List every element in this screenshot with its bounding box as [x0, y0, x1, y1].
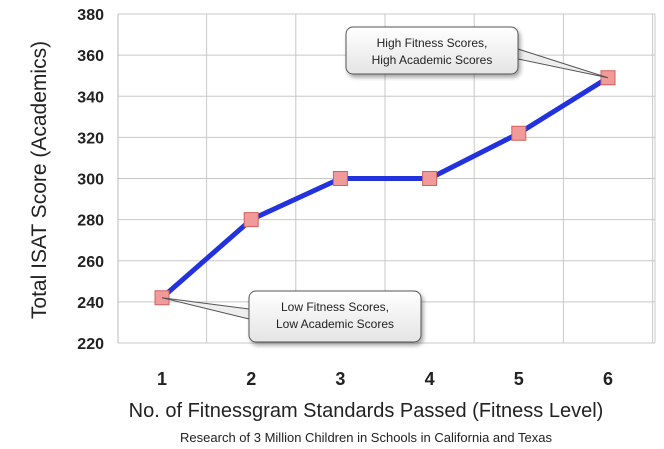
x-tick-label: 4	[425, 369, 435, 389]
y-axis-ticks: 220 240 260 280 300 320 340 360 380	[77, 7, 104, 353]
x-tick-label: 3	[335, 369, 345, 389]
annotation-pointer	[161, 297, 250, 320]
annotation-text: Low Fitness Scores,	[281, 300, 389, 314]
source-note: Research of 3 Million Children in School…	[180, 430, 552, 445]
annotation-callout: High Fitness Scores, High Academic Scores	[345, 26, 609, 79]
x-axis-ticks: 1 2 3 4 5 6	[157, 369, 613, 389]
series	[154, 70, 616, 306]
annotation-text: High Fitness Scores,	[377, 36, 488, 50]
y-tick-label: 380	[77, 7, 104, 24]
y-tick-label: 220	[77, 336, 104, 353]
annotation-text: High Academic Scores	[372, 53, 493, 67]
y-axis-label: Total ISAT Score (Academics)	[28, 41, 51, 319]
y-tick-label: 340	[77, 89, 104, 106]
y-tick-label: 320	[77, 130, 104, 147]
annotations: High Fitness Scores, High Academic Scores…	[161, 26, 609, 343]
data-point	[511, 125, 527, 141]
y-tick-label: 280	[77, 213, 104, 230]
data-point	[243, 212, 259, 228]
y-tick-label: 300	[77, 172, 104, 189]
data-point	[332, 171, 348, 186]
y-tick-label: 360	[77, 48, 104, 65]
x-tick-label: 5	[514, 369, 524, 389]
annotation-box	[345, 26, 519, 75]
data-point	[422, 171, 438, 186]
series-line	[159, 75, 611, 301]
annotation-text: Low Academic Scores	[276, 317, 394, 331]
x-tick-label: 1	[157, 369, 167, 389]
y-tick-label: 260	[77, 254, 104, 271]
y-tick-label: 240	[77, 295, 104, 312]
annotation-box	[248, 290, 422, 343]
annotation-callout: Low Fitness Scores, Low Academic Scores	[161, 290, 422, 343]
x-axis-label: No. of Fitnessgram Standards Passed (Fit…	[129, 400, 604, 422]
x-tick-label: 2	[246, 369, 256, 389]
x-tick-label: 6	[603, 369, 613, 389]
